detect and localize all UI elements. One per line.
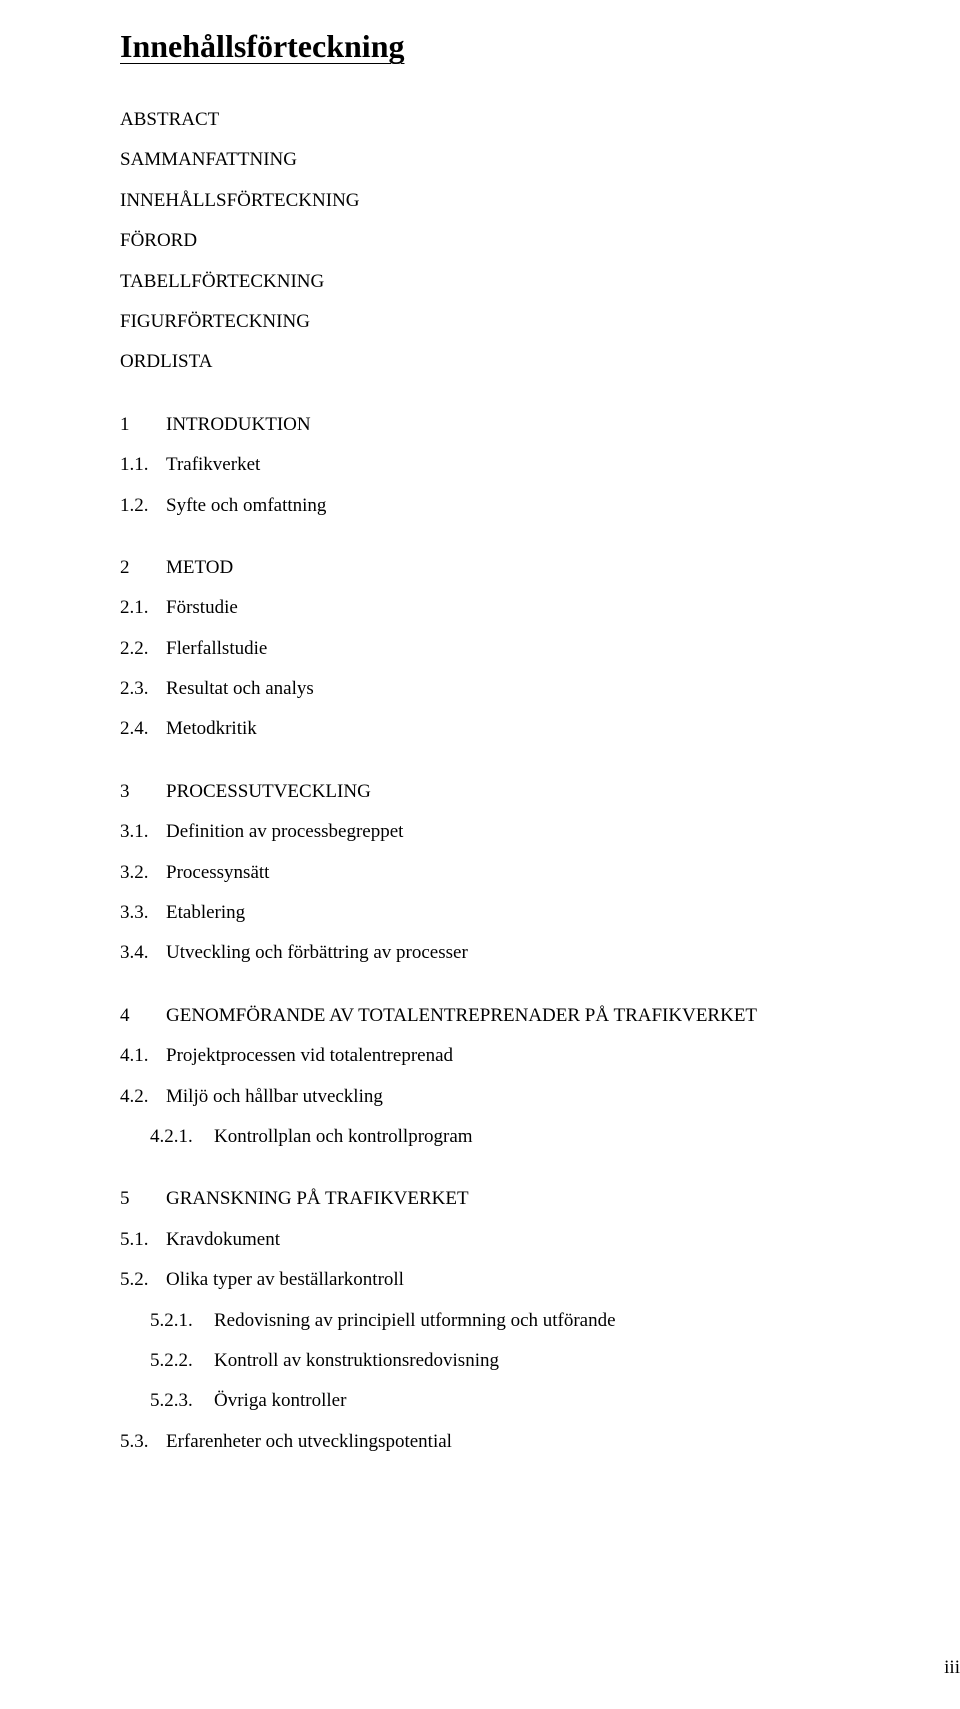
toc-row: 2.1.Förstudie 4 — [120, 593, 960, 623]
toc-section-4: 4GENOMFÖRANDE AV TOTALENTREPRENADER PÅ T… — [120, 1001, 960, 1153]
toc-front-matter: ABSTRACT i SAMMANFATTNING ii INNEHÅLLSFÖ… — [120, 105, 960, 378]
toc-label: TABELLFÖRTECKNING — [120, 267, 960, 297]
toc-section-1: 1INTRODUKTION 1 1.1.Trafikverket 1 1.2.S… — [120, 410, 960, 521]
toc-label: 4.2.Miljö och hållbar utveckling — [120, 1082, 960, 1112]
toc-label: 3.2.Processynsätt — [120, 858, 960, 888]
toc-row: 2.2.Flerfallstudie 5 — [120, 634, 960, 664]
toc-label: FÖRORD — [120, 226, 960, 256]
toc-row: 2.3.Resultat och analys 6 — [120, 674, 960, 704]
toc-label: 1INTRODUKTION — [120, 410, 960, 440]
toc-row: 4.2.1.Kontrollplan och kontrollprogram 1… — [120, 1122, 960, 1152]
toc-row: 1.1.Trafikverket 1 — [120, 450, 960, 480]
toc-label: 2.3.Resultat och analys — [120, 674, 960, 704]
toc-section-5: 5GRANSKNING PÅ TRAFIKVERKET 14 5.1.Kravd… — [120, 1184, 960, 1457]
toc-row: 1.2.Syfte och omfattning 2 — [120, 491, 960, 521]
toc-row: 1INTRODUKTION 1 — [120, 410, 960, 440]
toc-row: FIGURFÖRTECKNING vii — [120, 307, 960, 337]
toc-label: 5.2.2.Kontroll av konstruktionsredovisni… — [150, 1346, 960, 1376]
toc-label: 5.2.Olika typer av beställarkontroll — [120, 1265, 960, 1295]
toc-row: 3.2.Processynsätt 8 — [120, 858, 960, 888]
toc-row: 5.3.Erfarenheter och utvecklingspotentia… — [120, 1427, 960, 1457]
toc-label: 5GRANSKNING PÅ TRAFIKVERKET — [120, 1184, 960, 1214]
toc-label: 3.1.Definition av processbegreppet — [120, 817, 960, 847]
toc-row: 5GRANSKNING PÅ TRAFIKVERKET 14 — [120, 1184, 960, 1214]
toc-row: INNEHÅLLSFÖRTECKNING iii — [120, 186, 960, 216]
toc-row: SAMMANFATTNING ii — [120, 145, 960, 175]
toc-row: 4.2.Miljö och hållbar utveckling 12 — [120, 1082, 960, 1112]
toc-row: FÖRORD vi — [120, 226, 960, 256]
toc-label: 5.2.3.Övriga kontroller — [150, 1386, 960, 1416]
toc-row: 5.2.3.Övriga kontroller 19 — [120, 1386, 960, 1416]
toc-row: 4.1.Projektprocessen vid totalentreprena… — [120, 1041, 960, 1071]
toc-row: 3.4.Utveckling och förbättring av proces… — [120, 938, 960, 968]
toc-label: 3.4.Utveckling och förbättring av proces… — [120, 938, 960, 968]
toc-label: 4GENOMFÖRANDE AV TOTALENTREPRENADER PÅ T… — [120, 1001, 960, 1031]
toc-row: ORDLISTA viii — [120, 347, 960, 377]
page-title: Innehållsförteckning — [120, 28, 960, 65]
toc-row: 2.4.Metodkritik 6 — [120, 714, 960, 744]
toc-label: SAMMANFATTNING — [120, 145, 960, 175]
toc-label: ABSTRACT — [120, 105, 960, 135]
toc-row: ABSTRACT i — [120, 105, 960, 135]
toc-section-2: 2METOD 3 2.1.Förstudie 4 2.2.Flerfallstu… — [120, 553, 960, 745]
toc-row: 3.1.Definition av processbegreppet 8 — [120, 817, 960, 847]
toc-row: 5.1.Kravdokument 14 — [120, 1225, 960, 1255]
toc-row: 3.3.Etablering 9 — [120, 898, 960, 928]
toc-label: 1.1.Trafikverket — [120, 450, 960, 480]
toc-row: TABELLFÖRTECKNING vii — [120, 267, 960, 297]
page-number: iii — [944, 1657, 960, 1679]
toc-row: 4GENOMFÖRANDE AV TOTALENTREPRENADER PÅ T… — [120, 1001, 960, 1031]
toc-row: 5.2.1.Redovisning av principiell utformn… — [120, 1306, 960, 1336]
toc-label: 2.4.Metodkritik — [120, 714, 960, 744]
toc-label: 2.1.Förstudie — [120, 593, 960, 623]
toc-label: 4.2.1.Kontrollplan och kontrollprogram — [150, 1122, 960, 1152]
toc-label: 2METOD — [120, 553, 960, 583]
toc-label: INNEHÅLLSFÖRTECKNING — [120, 186, 960, 216]
toc-section-3: 3PROCESSUTVECKLING 8 3.1.Definition av p… — [120, 777, 960, 969]
toc-row: 5.2.Olika typer av beställarkontroll 16 — [120, 1265, 960, 1295]
toc-label: 5.3.Erfarenheter och utvecklingspotentia… — [120, 1427, 960, 1457]
toc-row: 2METOD 3 — [120, 553, 960, 583]
toc-label: 4.1.Projektprocessen vid totalentreprena… — [120, 1041, 960, 1071]
toc-label: 2.2.Flerfallstudie — [120, 634, 960, 664]
toc-label: 3.3.Etablering — [120, 898, 960, 928]
toc-label: 1.2.Syfte och omfattning — [120, 491, 960, 521]
toc-label: 5.1.Kravdokument — [120, 1225, 960, 1255]
toc-label: 3PROCESSUTVECKLING — [120, 777, 960, 807]
toc-label: 5.2.1.Redovisning av principiell utformn… — [150, 1306, 960, 1336]
toc-row: 3PROCESSUTVECKLING 8 — [120, 777, 960, 807]
toc-label: ORDLISTA — [120, 347, 960, 377]
toc-row: 5.2.2.Kontroll av konstruktionsredovisni… — [120, 1346, 960, 1376]
toc-label: FIGURFÖRTECKNING — [120, 307, 960, 337]
